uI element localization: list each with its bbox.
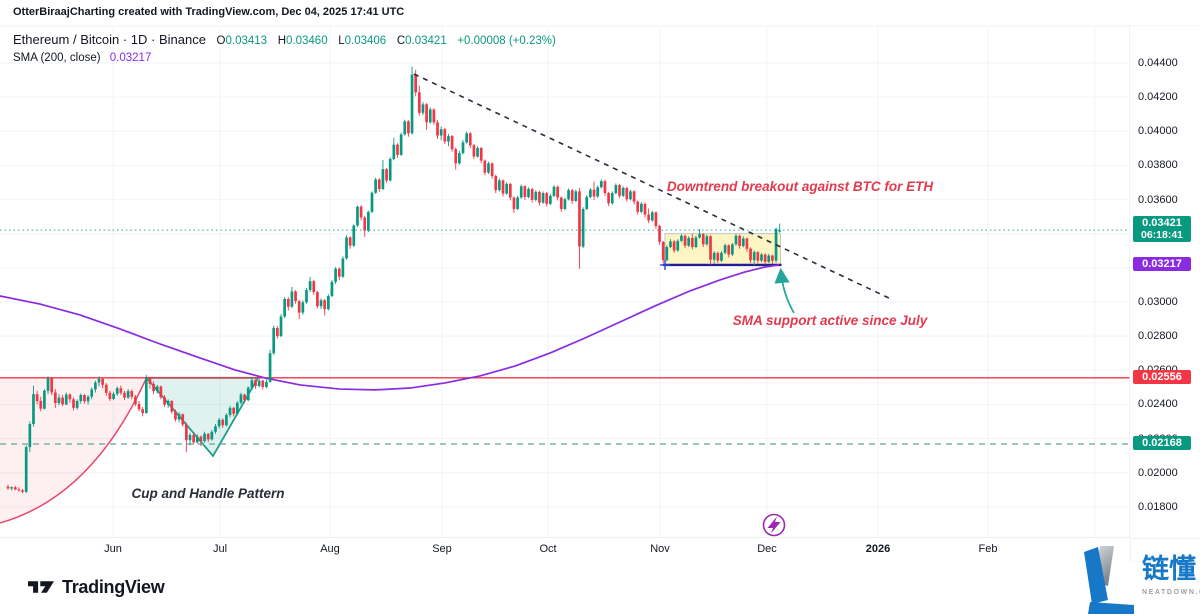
partner-logo[interactable]: 链懂 NEATDOWN.COM (1082, 544, 1200, 614)
footer: TradingView 链懂 NEATDOWN.COM (0, 546, 1200, 616)
partner-domain: NEATDOWN.COM (1142, 589, 1200, 596)
time-tick-jun: Jun (104, 543, 122, 555)
price-tick-label: 0.02800 (1138, 330, 1178, 343)
price-tick-label: 0.03600 (1138, 193, 1178, 206)
price-tick-label: 0.04200 (1138, 91, 1178, 104)
attribution-text: OtterBiraajCharting created with Trading… (13, 6, 405, 18)
indicator-value: 0.03217 (109, 52, 152, 64)
ohlc-low-value: 0.03406 (344, 35, 387, 47)
price-axis[interactable]: 0.04400 0.04200 0.04000 0.03800 0.03600 0.034… (1130, 26, 1200, 538)
ohlc-close-value: 0.03421 (405, 35, 447, 47)
grid (0, 26, 1130, 538)
time-tick-oct: Oct (539, 543, 557, 555)
price-tick-label: 0.03000 (1138, 295, 1178, 308)
time-axis[interactable]: Jun Jul Aug Sep Oct Nov Dec 2026 Feb (0, 538, 1130, 562)
ohlc-open-label: O (216, 35, 226, 47)
anchor-cross-marker (660, 259, 670, 270)
annotation-downtrend[interactable]: Downtrend breakout against BTC for ETH (667, 179, 934, 194)
sma-value-badge: 0.03217 (1133, 256, 1191, 271)
price-tick-label: 0.04400 (1138, 57, 1178, 69)
tradingview-logo[interactable]: TradingView (28, 576, 165, 598)
attribution-bar: OtterBiraajCharting created with Trading… (0, 0, 1200, 26)
overlays (0, 73, 1130, 300)
resistance-level-badge: 0.02556 (1133, 369, 1191, 384)
ohlc-low-label: L (338, 35, 345, 47)
sma-200-path (0, 264, 780, 391)
time-tick-dec: Dec (757, 543, 777, 555)
time-tick-sep: Sep (432, 543, 452, 555)
sma-support-arrow[interactable] (774, 267, 795, 314)
time-tick-jul: Jul (212, 543, 228, 555)
pattern-drawings[interactable] (0, 233, 782, 524)
price-tick-label: 0.03800 (1138, 159, 1178, 172)
price-tick-label: 0.02000 (1138, 466, 1178, 479)
tradingview-logo-icon (28, 581, 54, 593)
ohlc-close-label: C (396, 35, 406, 47)
annotation-cup-handle[interactable]: Cup and Handle Pattern (131, 486, 284, 501)
last-price-badge: 0.03421 06:18:41 (1133, 216, 1191, 243)
ohlc-high-value: 0.03460 (286, 35, 328, 47)
ohlc-open-value: 0.03413 (225, 35, 268, 47)
time-tick-nov: Nov (650, 543, 670, 555)
price-tick-label: 0.04000 (1138, 125, 1178, 138)
annotation-sma-support[interactable]: SMA support active since July (733, 313, 929, 328)
sma-line[interactable] (0, 264, 780, 391)
ohlc-high-label: H (277, 35, 287, 47)
price-levels[interactable] (0, 377, 1130, 445)
price-tick-label: 0.01800 (1138, 500, 1178, 513)
chart-legend: Ethereum / Bitcoin · 1D · Binance O0.034… (13, 31, 556, 66)
cup-arc (0, 377, 148, 524)
partner-logo-icon (1084, 546, 1134, 614)
support-level-badge: 0.02168 (1133, 436, 1191, 451)
time-tick-feb: Feb (978, 543, 998, 555)
price-tick-label: 0.02400 (1138, 398, 1178, 411)
annotations[interactable]: Downtrend breakout against BTC for ETH SM… (131, 179, 934, 537)
pane-borders (0, 25, 1200, 563)
lightning-bolt-icon (767, 516, 781, 534)
change-value: +0.00008 (+0.23%) (457, 35, 556, 47)
time-tick-aug: Aug (320, 543, 340, 555)
indicator-name[interactable]: SMA (200, close) (13, 52, 101, 64)
partner-name: 链懂 (1142, 554, 1196, 584)
cup-fill (0, 377, 147, 523)
time-tick-2026: 2026 (865, 543, 891, 555)
candlesticks (6, 66, 782, 494)
tradingview-logo-text: TradingView (62, 576, 165, 597)
downtrend-line (413, 73, 892, 300)
symbol-title[interactable]: Ethereum / Bitcoin · 1D · Binance (13, 32, 206, 47)
